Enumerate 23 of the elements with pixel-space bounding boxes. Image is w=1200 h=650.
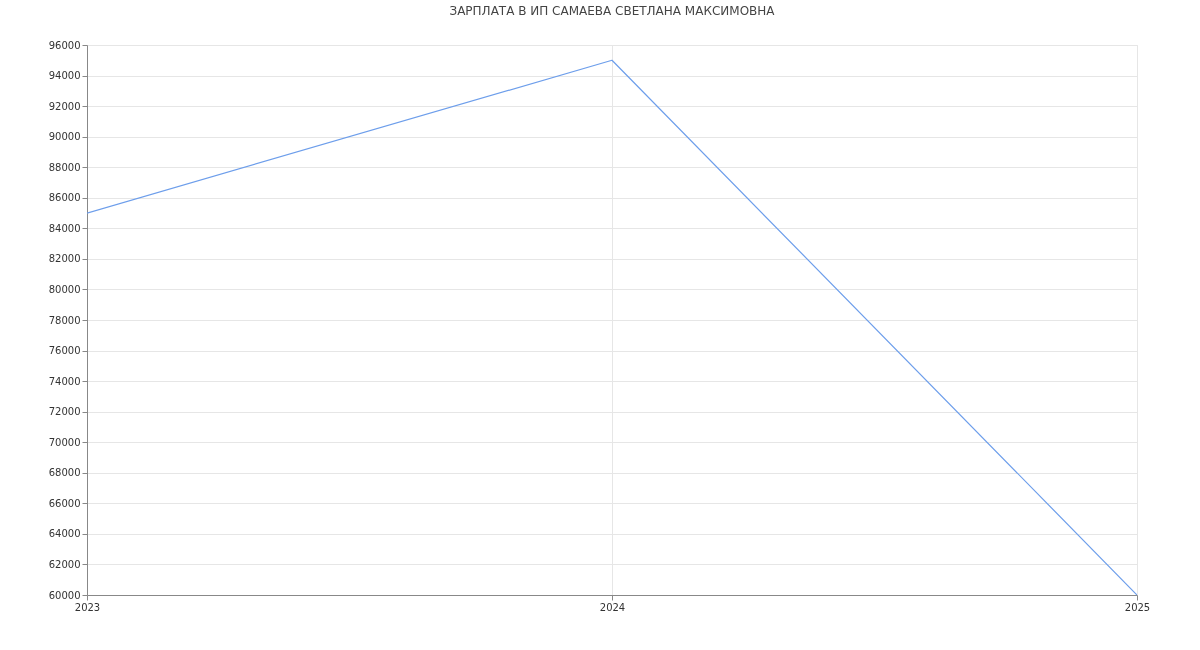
y-tick-label: 62000 bbox=[48, 558, 81, 570]
y-tick-label: 86000 bbox=[48, 192, 81, 204]
y-tick-label: 88000 bbox=[48, 161, 81, 173]
x-tick-label: 2025 bbox=[1124, 601, 1151, 613]
y-tick-label: 64000 bbox=[48, 528, 81, 540]
y-tick-label: 72000 bbox=[48, 406, 81, 418]
y-tick-label: 68000 bbox=[48, 467, 81, 479]
y-tick-label: 92000 bbox=[48, 100, 81, 112]
y-tick-label: 66000 bbox=[48, 497, 81, 509]
y-tick-label: 76000 bbox=[48, 345, 81, 357]
y-tick-label: 82000 bbox=[48, 253, 81, 265]
x-tick-label: 2023 bbox=[74, 601, 101, 613]
chart-title: ЗАРПЛАТА В ИП САМАЕВА СВЕТЛАНА МАКСИМОВНА bbox=[449, 4, 776, 18]
y-tick-label: 60000 bbox=[48, 589, 81, 601]
y-tick-label: 78000 bbox=[48, 314, 81, 326]
y-tick-label: 80000 bbox=[48, 283, 81, 295]
y-tick-label: 96000 bbox=[48, 39, 81, 51]
y-tick-label: 74000 bbox=[48, 375, 81, 387]
y-tick-label: 70000 bbox=[48, 436, 81, 448]
y-tick-label: 94000 bbox=[48, 70, 81, 82]
y-tick-label: 90000 bbox=[48, 131, 81, 143]
x-tick-label: 2024 bbox=[599, 601, 626, 613]
y-tick-label: 84000 bbox=[48, 222, 81, 234]
